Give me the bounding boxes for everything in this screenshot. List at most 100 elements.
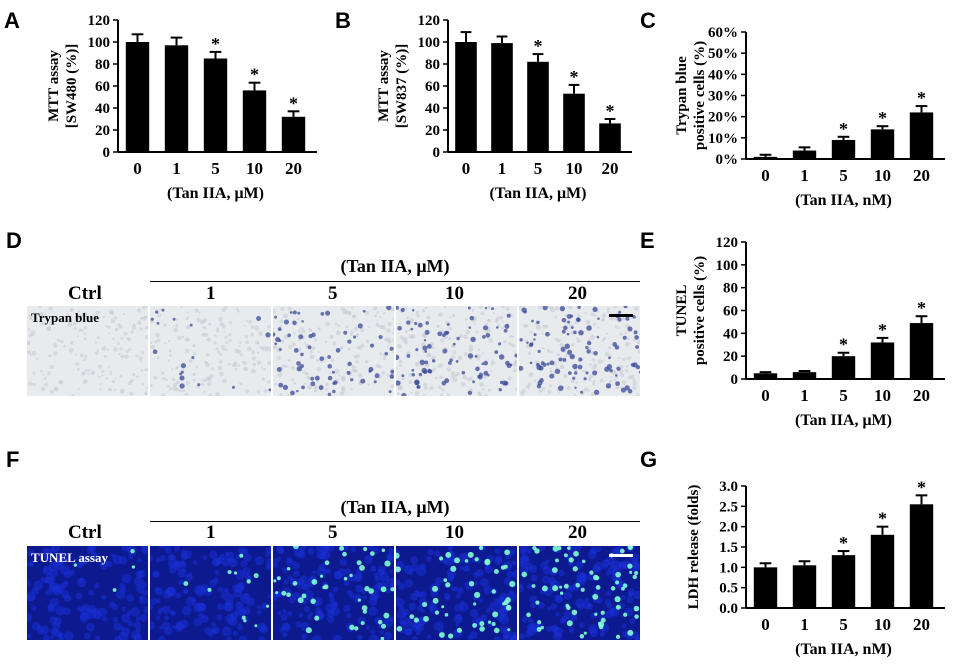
stained-cell <box>612 342 618 347</box>
tunel-positive-cell <box>583 631 587 635</box>
nucleus <box>175 592 182 599</box>
nucleus <box>318 613 325 620</box>
significance-star: * <box>917 477 926 497</box>
tunel-positive-cell <box>567 546 571 551</box>
nucleus <box>480 577 489 587</box>
cell <box>145 390 148 393</box>
cell <box>81 328 85 332</box>
nucleus <box>76 577 87 588</box>
cell <box>596 310 600 313</box>
stained-cell <box>549 373 555 379</box>
cell <box>364 359 369 364</box>
x-tick-label: 1 <box>172 159 181 178</box>
cell <box>397 392 400 395</box>
cell <box>545 324 549 329</box>
cell <box>337 330 341 335</box>
stained-cell <box>319 356 325 361</box>
cell <box>47 326 52 331</box>
bar <box>792 372 817 379</box>
nucleus <box>27 549 35 557</box>
nucleus <box>497 595 505 604</box>
nucleus <box>632 590 640 600</box>
cell <box>260 366 264 369</box>
cell <box>232 363 237 367</box>
cell <box>471 309 474 312</box>
nucleus <box>447 546 454 551</box>
nucleus <box>229 593 235 600</box>
nucleus <box>483 585 493 595</box>
stained-cell <box>529 342 534 346</box>
cell <box>235 307 239 310</box>
cell <box>185 348 190 354</box>
nucleus <box>321 546 327 549</box>
nucleus <box>373 573 379 579</box>
stained-cell <box>343 330 348 335</box>
cell <box>423 386 428 390</box>
cell <box>419 375 422 379</box>
nucleus <box>279 627 286 633</box>
stained-cell <box>536 364 542 371</box>
nucleus <box>297 550 306 559</box>
nucleus <box>162 589 173 599</box>
cell <box>484 393 488 396</box>
cell <box>96 336 100 340</box>
cell <box>554 306 560 311</box>
nucleus <box>139 596 148 605</box>
nucleus <box>200 614 209 623</box>
nucleus <box>355 584 363 593</box>
nucleus <box>500 625 509 634</box>
tunel-positive-cell <box>356 560 362 566</box>
cell <box>83 332 87 335</box>
stained-cell <box>357 323 363 329</box>
cell <box>72 322 77 326</box>
nucleus <box>283 623 292 632</box>
nucleus <box>474 581 479 586</box>
nucleus <box>357 634 363 640</box>
nucleus <box>548 576 557 585</box>
nucleus <box>388 547 394 555</box>
cell <box>77 387 80 390</box>
stained-cell <box>384 351 389 356</box>
nucleus <box>626 596 634 604</box>
nucleus <box>202 555 208 561</box>
cell <box>150 341 153 345</box>
cell <box>57 338 61 343</box>
cell <box>392 317 394 320</box>
nucleus <box>526 583 533 590</box>
nucleus <box>277 610 282 616</box>
cell <box>308 328 313 332</box>
tunel-positive-cell <box>275 591 279 595</box>
cell <box>533 379 537 382</box>
cell <box>196 317 201 323</box>
nucleus <box>116 590 126 600</box>
stained-cell <box>554 368 561 375</box>
trypan-dose-label-1: 1 <box>206 283 216 304</box>
cell <box>408 372 413 378</box>
tunel-positive-cell <box>323 584 329 590</box>
x-tick-label: 1 <box>498 159 507 178</box>
nucleus <box>93 582 100 589</box>
cell <box>182 389 186 393</box>
nucleus <box>283 579 289 585</box>
x-axis-label: (Tan IIA, μM) <box>490 185 587 202</box>
cell <box>377 324 380 328</box>
cell <box>487 388 492 392</box>
nucleus <box>292 561 300 570</box>
cell <box>465 329 471 335</box>
stained-cell <box>406 354 411 358</box>
cell <box>619 332 623 336</box>
stained-cell <box>283 319 289 325</box>
stained-cell <box>265 332 271 338</box>
y-tick-label: 60 <box>425 79 440 95</box>
cell <box>97 364 103 369</box>
tunel-positive-cell <box>434 610 440 615</box>
cell <box>542 346 545 350</box>
nucleus <box>216 614 223 621</box>
cell <box>203 326 207 330</box>
nucleus <box>433 621 444 632</box>
cell <box>340 306 346 312</box>
cell <box>87 368 91 372</box>
tunel-positive-cell <box>509 580 516 588</box>
nucleus <box>327 546 335 552</box>
nucleus <box>152 571 160 578</box>
